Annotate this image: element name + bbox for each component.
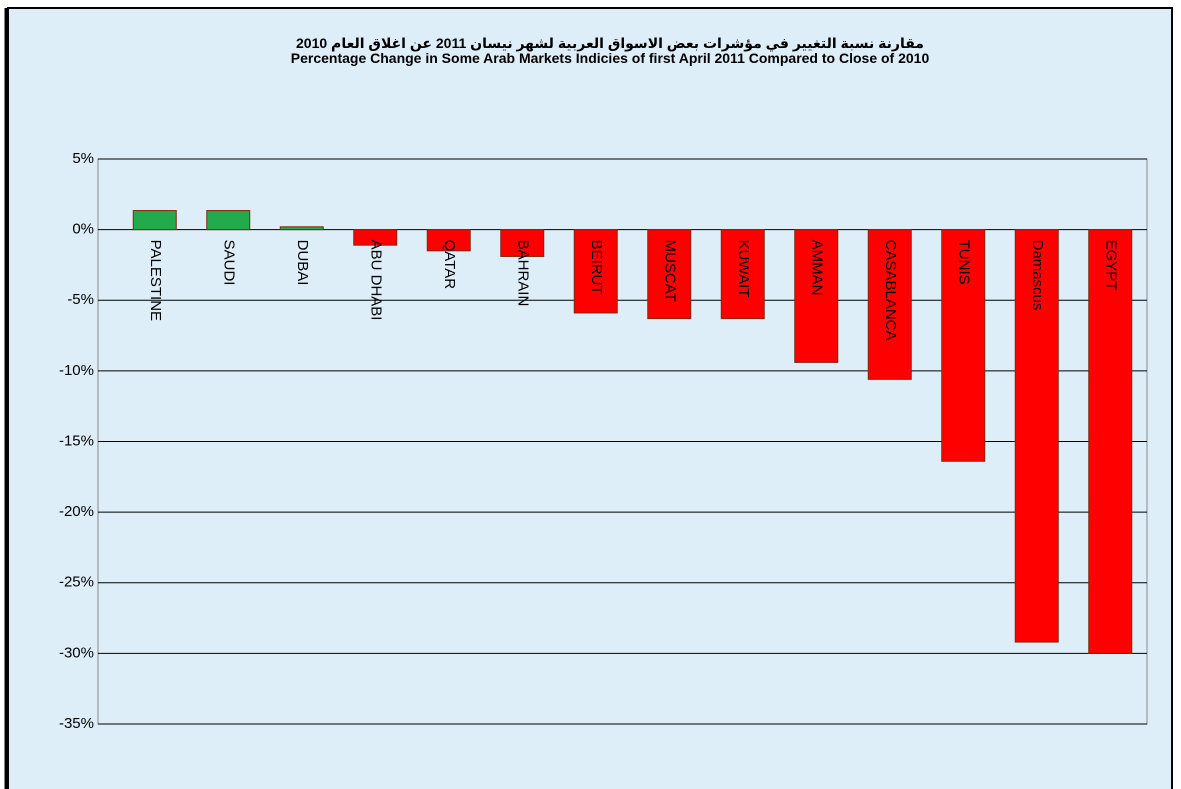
y-tick-label: -10%: [59, 362, 94, 379]
bar: [132, 210, 177, 231]
x-tick-label: CASABLANCA: [882, 240, 899, 341]
x-tick-label: DUBAI: [294, 240, 311, 286]
x-tick-label: TUNIS: [955, 240, 972, 285]
x-tick-label: Damascus: [1029, 240, 1046, 311]
bar: [941, 229, 986, 462]
bar: [867, 229, 912, 380]
x-tick-label: MUSCAT: [661, 240, 678, 302]
bar: [500, 229, 545, 257]
y-tick-label: -35%: [59, 715, 94, 732]
x-tick-label: BAHRAIN: [514, 240, 531, 307]
chart-frame: [7, 7, 1173, 789]
bar: [1014, 229, 1059, 643]
chart-title: مقارنة نسبة التغيير في مؤشرات بعض الاسوا…: [296, 35, 924, 51]
x-tick-label: ABU DHABI: [367, 240, 384, 321]
bar: [279, 226, 324, 231]
bar: [573, 229, 618, 314]
bar: [647, 229, 692, 320]
y-tick-label: -25%: [59, 574, 94, 591]
x-tick-label: KUWAIT: [735, 240, 752, 298]
bar: [720, 229, 765, 320]
x-tick-label: QATAR: [441, 240, 458, 290]
x-tick-label: AMMAN: [808, 240, 825, 296]
y-tick-label: -15%: [59, 432, 94, 449]
bar: [206, 210, 251, 231]
bar: [426, 229, 471, 252]
y-tick-label: -5%: [67, 291, 94, 308]
x-tick-label: BEIRUT: [588, 240, 605, 295]
y-tick-label: -20%: [59, 503, 94, 520]
x-tick-label: EGYPT: [1102, 240, 1119, 291]
y-tick-label: 0%: [72, 221, 94, 238]
y-tick-label: 5%: [72, 150, 94, 167]
x-tick-label: PALESTINE: [147, 240, 164, 321]
bar: [794, 229, 839, 363]
bar: [353, 229, 398, 246]
x-tick-label: SAUDI: [220, 240, 237, 286]
chart-subtitle: Percentage Change in Some Arab Markets I…: [290, 50, 930, 66]
bar: [1088, 229, 1133, 654]
y-tick-label: -30%: [59, 644, 94, 661]
